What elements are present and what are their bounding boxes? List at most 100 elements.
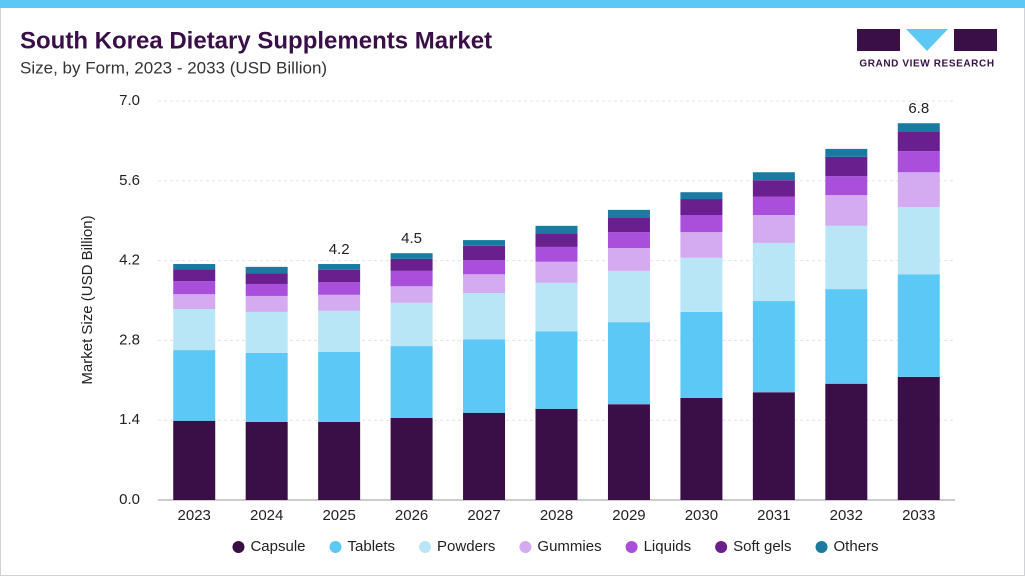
logo: GRAND VIEW RESEARCH — [857, 29, 997, 70]
bar-segment — [535, 225, 578, 234]
bar-segment — [463, 240, 506, 246]
bar-segment — [245, 266, 288, 274]
total-label: 6.8 — [908, 100, 929, 117]
total-label: 4.2 — [329, 241, 350, 258]
bar-segment — [318, 269, 361, 283]
bar-segment — [897, 274, 940, 377]
logo-triangle — [906, 29, 948, 51]
x-tick-label: 2033 — [902, 507, 935, 524]
top-stripe — [0, 0, 1025, 8]
bar-segment — [825, 195, 868, 226]
logo-block — [954, 29, 997, 51]
legend-marker — [232, 541, 245, 553]
bar-segment — [390, 270, 433, 287]
bar-segment — [752, 172, 795, 181]
bar-segment — [752, 301, 795, 393]
bar-segment — [607, 404, 650, 500]
chart-subtitle: Size, by Form, 2023 - 2033 (USD Billion) — [20, 58, 327, 77]
bar-segment — [752, 242, 795, 302]
bar-segment — [318, 294, 361, 311]
bar-segment — [607, 248, 650, 271]
y-tick-label: 5.6 — [119, 172, 140, 189]
y-tick-label: 2.8 — [119, 331, 140, 348]
bar-segment — [390, 302, 433, 347]
bar-segment — [245, 273, 288, 284]
bar-segment — [607, 322, 650, 405]
bar-segment — [463, 245, 506, 261]
bar-segment — [463, 260, 506, 275]
bar-segment — [173, 309, 216, 351]
x-tick-label: 2031 — [757, 507, 790, 524]
bar-segment — [535, 233, 578, 247]
bar-segment — [318, 282, 361, 295]
y-tick-label: 1.4 — [119, 411, 140, 428]
legend-label: Others — [834, 538, 879, 555]
bar-segment — [752, 215, 795, 243]
x-tick-label: 2025 — [322, 507, 355, 524]
legend-label: Liquids — [644, 538, 692, 555]
legend-marker — [519, 541, 532, 553]
bar-segment — [607, 232, 650, 249]
bar-segment — [173, 420, 216, 500]
bar-segment — [897, 151, 940, 173]
bar-segment — [390, 258, 433, 271]
bar-segment — [463, 293, 506, 340]
legend-marker — [419, 541, 432, 553]
legend-marker — [715, 541, 728, 553]
bar-segment — [318, 421, 361, 500]
legend-marker — [329, 541, 342, 553]
bar-segment — [173, 269, 216, 282]
bar-segment — [897, 172, 940, 208]
bar-segment — [173, 294, 216, 310]
bar-segment — [390, 253, 433, 259]
bar-segment — [173, 281, 216, 295]
bar-segment — [390, 286, 433, 303]
legend-label: Capsule — [250, 538, 305, 555]
bar-segment — [535, 261, 578, 283]
bar-segment — [535, 282, 578, 332]
legend-marker — [815, 541, 828, 553]
bar-segment — [897, 123, 940, 132]
bar-segment — [825, 148, 868, 157]
bar-segment — [245, 352, 288, 422]
bar-segment — [825, 156, 868, 177]
bar-segment — [173, 264, 216, 270]
bar-segment — [318, 264, 361, 270]
y-axis-label: Market Size (USD Billion) — [79, 215, 96, 384]
bar-segment — [680, 192, 723, 200]
legend-label: Tablets — [348, 538, 396, 555]
x-tick-label: 2027 — [467, 507, 500, 524]
bar-segment — [318, 351, 361, 422]
x-tick-label: 2024 — [250, 507, 283, 524]
bar-segment — [245, 295, 288, 312]
bar-segment — [535, 408, 578, 500]
bar-segment — [245, 421, 288, 500]
logo-block — [857, 29, 900, 51]
bar-segment — [607, 209, 650, 218]
bar-segment — [897, 207, 940, 275]
total-label: 4.5 — [401, 230, 422, 247]
bar-segment — [245, 283, 288, 296]
bar-segment — [752, 392, 795, 500]
bar-segment — [535, 331, 578, 409]
bar-segment — [535, 246, 578, 262]
bar-segment — [607, 217, 650, 233]
x-tick-label: 2032 — [830, 507, 863, 524]
bar-segment — [463, 412, 506, 500]
legend-label: Gummies — [537, 538, 601, 555]
bar-segment — [680, 215, 723, 233]
bar-segment — [825, 176, 868, 196]
x-tick-label: 2023 — [178, 507, 211, 524]
bar-segment — [752, 196, 795, 215]
bar-segment — [318, 310, 361, 352]
bar-segment — [390, 346, 433, 418]
x-tick-label: 2028 — [540, 507, 573, 524]
bar-segment — [825, 289, 868, 384]
bar-segment — [680, 199, 723, 215]
y-tick-label: 0.0 — [119, 491, 140, 508]
x-tick-label: 2029 — [612, 507, 645, 524]
bar-segment — [897, 131, 940, 152]
bar-segment — [680, 397, 723, 500]
